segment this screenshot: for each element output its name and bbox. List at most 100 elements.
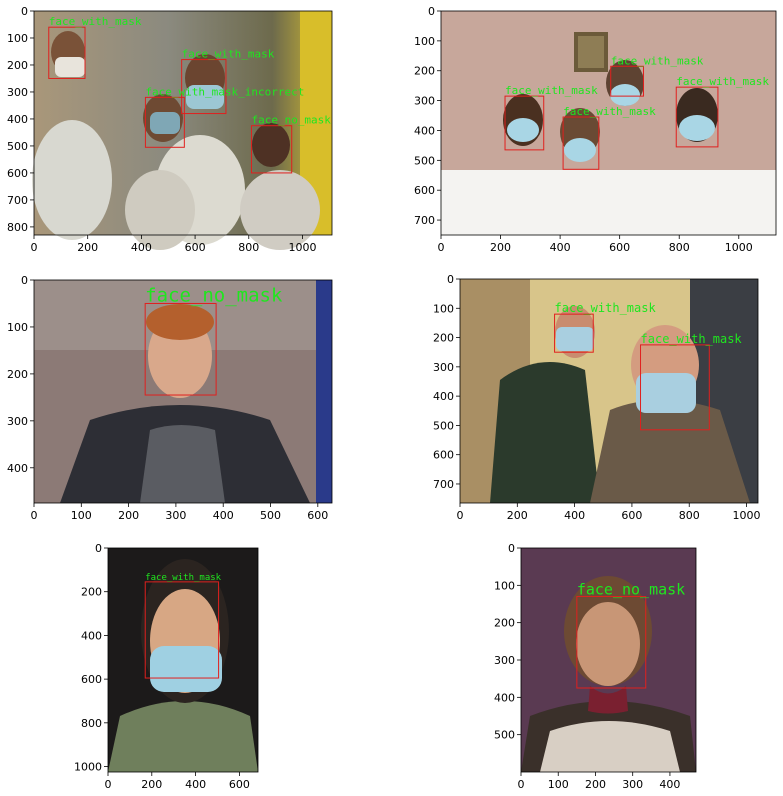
x-tick-label: 800 [669, 241, 690, 254]
y-tick: 100 [414, 35, 441, 48]
panel-5-axes: 0 200 400 600 0 200 400 600 800 1000 [74, 542, 259, 791]
panel-3-axes: 0 100 200 300 400 500 600 0 100 200 300 400 [7, 274, 333, 522]
detection-box [48, 26, 86, 79]
x-tick: 300 [622, 772, 643, 791]
y-tick: 0 [447, 273, 460, 286]
x-tick: 600 [621, 503, 642, 522]
x-tick-label: 400 [564, 509, 585, 522]
y-tick: 0 [21, 5, 34, 18]
y-tick-label: 500 [7, 140, 28, 153]
y-tick-label: 300 [433, 361, 454, 374]
y-tick-label: 400 [433, 390, 454, 403]
y-tick-label: 400 [81, 629, 102, 642]
panel-6-axes: 0 100 200 300 400 0 100 200 300 400 500 [494, 542, 697, 791]
x-tick: 400 [659, 772, 680, 791]
y-tick: 200 [414, 65, 441, 78]
y-tick: 300 [7, 415, 34, 428]
x-tick: 500 [260, 503, 281, 522]
x-tick: 0 [31, 503, 38, 522]
x-tick: 100 [548, 772, 569, 791]
detection-box [675, 86, 719, 148]
y-tick: 600 [414, 184, 441, 197]
y-tick-label: 400 [494, 691, 515, 704]
x-tick: 100 [71, 503, 92, 522]
x-tick: 800 [679, 503, 700, 522]
y-tick: 0 [428, 5, 441, 18]
y-tick: 800 [81, 717, 108, 730]
y-tick: 0 [95, 542, 108, 555]
x-tick-label: 100 [548, 778, 569, 791]
y-tick: 300 [433, 361, 460, 374]
y-tick: 100 [7, 32, 34, 45]
x-tick: 600 [609, 235, 630, 254]
x-tick: 0 [457, 503, 464, 522]
y-tick-label: 300 [7, 415, 28, 428]
x-tick-label: 800 [238, 241, 259, 254]
panel-1-axes: 0 200 400 600 800 1000 0 100 200 300 400 500 600 700 8… [7, 5, 333, 254]
x-tick: 200 [507, 503, 528, 522]
y-tick: 100 [7, 321, 34, 334]
y-tick-label: 0 [447, 273, 454, 286]
panel-2-axes: 0 200 400 600 800 1000 0 100 200 300 400 500 600 700 [414, 5, 777, 254]
panel-2: face_with_mask face_with_mask face_with_ma… [400, 0, 783, 254]
y-tick-label: 400 [414, 124, 435, 137]
y-tick-label: 0 [21, 5, 28, 18]
y-tick: 400 [494, 691, 521, 704]
detection-box [144, 581, 220, 679]
x-tick-label: 0 [105, 778, 112, 791]
x-tick-label: 400 [131, 241, 152, 254]
x-tick: 200 [77, 235, 98, 254]
axes-frame [459, 278, 759, 504]
y-tick: 800 [7, 221, 34, 234]
x-tick-label: 200 [585, 778, 606, 791]
x-tick: 200 [141, 772, 162, 791]
detection-box [576, 596, 647, 689]
panel-3-photo [34, 280, 332, 503]
y-tick-label: 400 [7, 113, 28, 126]
panel-3-figure: face_no_mask 0 100 200 300 400 500 600 0 100 200 3… [7, 274, 333, 522]
x-tick: 600 [229, 772, 250, 791]
panel-5-figure: face_with_mask 0 200 400 600 0 200 400 600 800 10… [74, 542, 259, 791]
y-tick: 200 [81, 586, 108, 599]
x-tick-label: 0 [31, 241, 38, 254]
y-tick-label: 300 [7, 86, 28, 99]
y-tick: 500 [433, 419, 460, 432]
y-tick-label: 300 [494, 654, 515, 667]
panel-3-detections: face_no_mask [144, 284, 283, 396]
detection-label: face_with_mask [676, 75, 769, 88]
x-tick: 600 [185, 235, 206, 254]
y-tick: 400 [414, 124, 441, 137]
x-tick: 0 [105, 772, 112, 791]
axes-frame [33, 279, 333, 504]
detection-label: face_with_mask [182, 48, 275, 61]
x-tick-label: 600 [609, 241, 630, 254]
y-tick: 300 [414, 95, 441, 108]
detection-box [250, 125, 293, 174]
y-tick-label: 600 [81, 673, 102, 686]
y-tick-label: 800 [7, 221, 28, 234]
detection-label: face_with_mask [505, 84, 598, 97]
panel-4-photo [460, 279, 758, 503]
detection-label: face_no_mask [577, 581, 685, 599]
x-tick-label: 600 [307, 509, 328, 522]
y-tick-label: 100 [414, 35, 435, 48]
panel-5: face_with_mask 0 200 400 600 0 200 400 600 800 10… [60, 536, 280, 796]
y-tick: 500 [414, 154, 441, 167]
axes-frame [107, 547, 259, 773]
y-tick: 200 [433, 332, 460, 345]
x-tick: 1000 [725, 235, 753, 254]
x-tick-label: 0 [457, 509, 464, 522]
x-tick: 400 [564, 503, 585, 522]
panel-4-figure: face_with_mask face_with_mask 0 200 400 600 8… [433, 273, 761, 522]
y-tick-label: 1000 [74, 761, 102, 774]
panel-1-detections: face_with_mask face_with_mask face_with_ma… [48, 15, 331, 174]
y-tick: 400 [433, 390, 460, 403]
x-tick: 1000 [288, 235, 316, 254]
y-tick: 300 [7, 86, 34, 99]
panel-6-detections: face_no_mask [576, 581, 685, 689]
x-tick-label: 0 [438, 241, 445, 254]
panel-6: face_no_mask 0 100 200 300 400 0 100 200 300 400 5… [480, 536, 783, 796]
x-tick-label: 400 [550, 241, 571, 254]
detection-label: face_no_mask [251, 114, 331, 127]
x-tick-label: 600 [229, 778, 250, 791]
